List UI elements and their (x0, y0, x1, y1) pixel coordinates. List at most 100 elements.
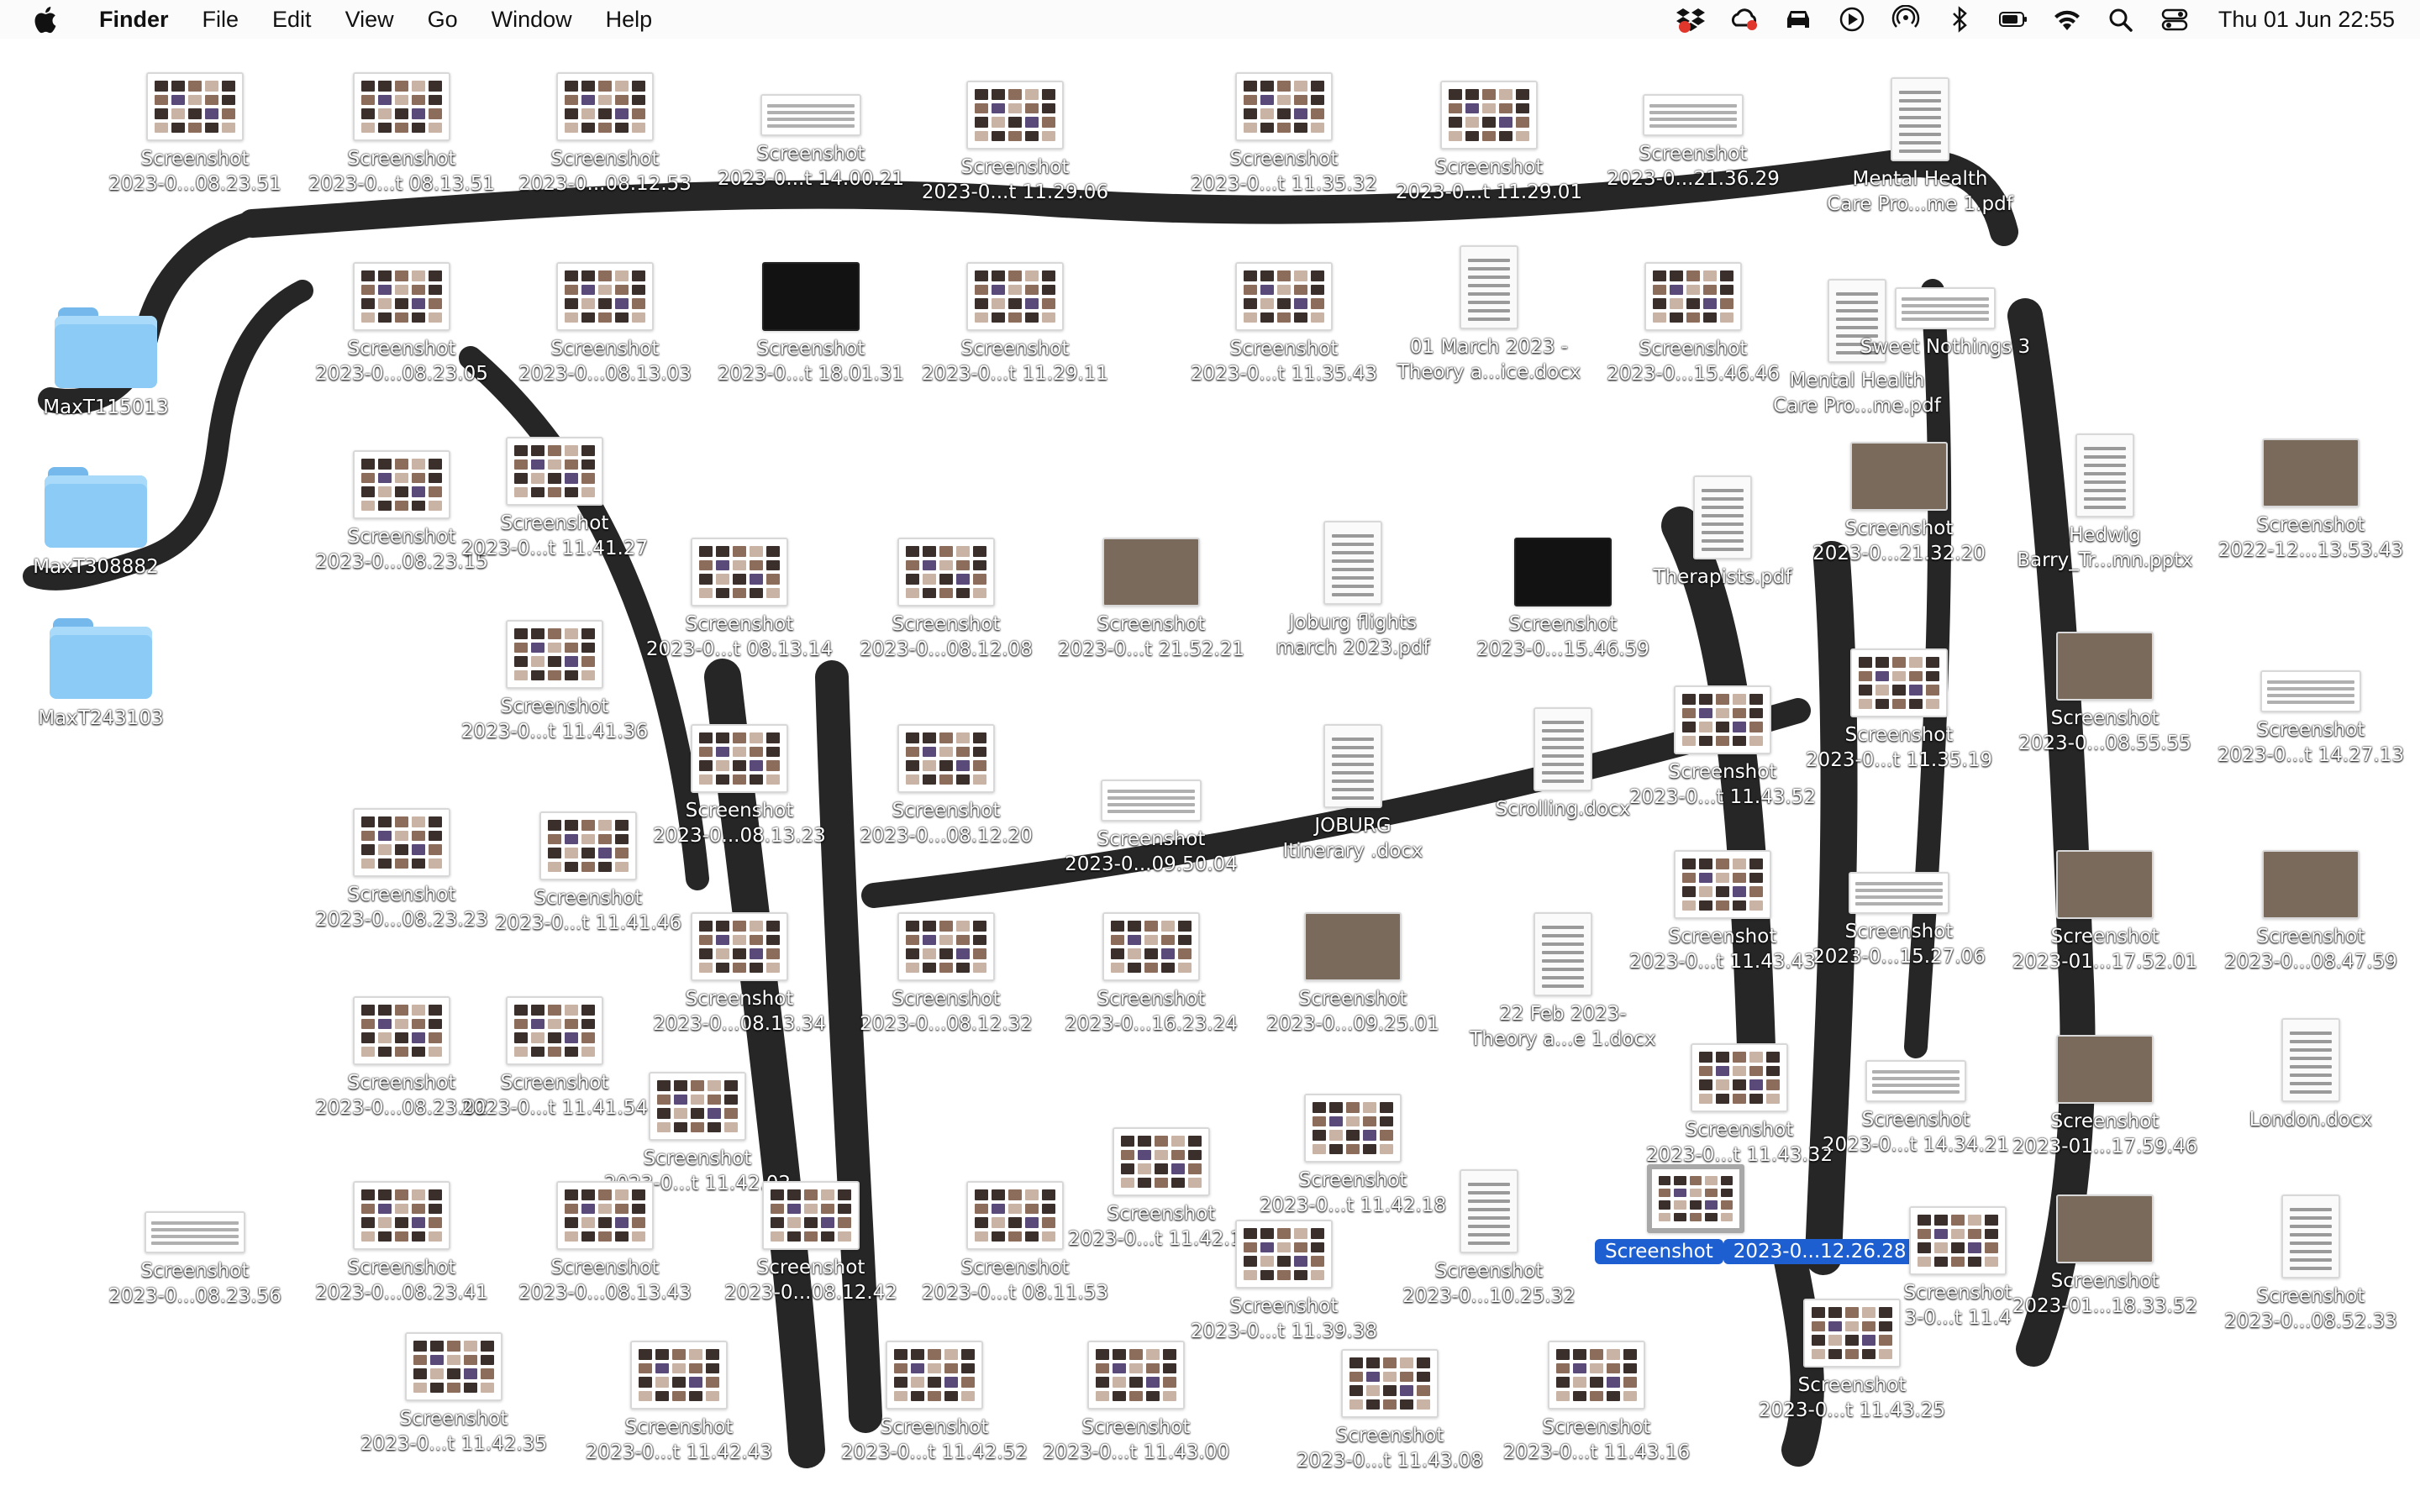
desktop-file[interactable]: Screenshot 2023-01...18.33.52 (2004, 1194, 2206, 1319)
desktop-file[interactable]: Screenshot 2023-01...17.59.46 (2004, 1035, 2206, 1159)
menu-edit[interactable]: Edit (272, 7, 312, 32)
desktop-file[interactable]: Mental Health Care Pro...me.pdf (1756, 279, 1958, 418)
desktop-file[interactable]: Screenshot 2023-0...08.12.32 (845, 912, 1047, 1037)
desktop-file[interactable]: Screenshot 2023-0...t 11.42.52 (834, 1341, 1035, 1465)
menu-help[interactable]: Help (605, 7, 653, 32)
desktop-file[interactable]: Screenshot 2023-0...08.23.02 (301, 996, 502, 1121)
desktop-folder[interactable]: MaxT243103 (0, 618, 202, 731)
desktop-file[interactable]: Screenshot 2023-0...08.12.20 (845, 724, 1047, 848)
desktop-file[interactable]: Screenshot 2022-12...13.53.43 (2210, 438, 2412, 563)
desktop-file[interactable]: Screenshot 2023-0...t 18.01.31 (710, 262, 912, 386)
desktop-file[interactable]: Screenshot 2023-0...t 11.43.00 (1035, 1341, 1237, 1465)
desktop-file[interactable]: London.docx (2210, 1018, 2412, 1132)
desktop-file[interactable]: Screenshot 2023-0...08.12.53 (504, 72, 706, 197)
file-thumbnail-icon (556, 72, 654, 141)
desktop-file[interactable]: Screenshot 2023-0...t 11.43.16 (1496, 1341, 1697, 1465)
desktop-file[interactable]: Screenshot 2023-0...t 11.29.01 (1388, 81, 1590, 205)
desktop-file[interactable]: Screenshot 2023-0...t 14.34.21 (1815, 1047, 2017, 1158)
desktop-file[interactable]: Screenshot 2023-01...17.52.01 (2004, 850, 2206, 974)
dropbox-icon[interactable] (1672, 3, 1709, 35)
desktop-file[interactable]: Screenshot 2023-0...16.23.24 (1050, 912, 1252, 1037)
control-center-icon[interactable] (2156, 3, 2193, 35)
desktop-folder[interactable]: MaxT115013 (5, 307, 207, 420)
desktop-file[interactable]: Screenshot 2023-0...08.55.55 (2004, 632, 2206, 756)
desktop-file[interactable]: Screenshot 2023-0...08.23.05 (301, 262, 502, 386)
desktop-file[interactable]: Screenshot 2023-0...t 08.13.51 (301, 72, 502, 197)
desktop-file[interactable]: Screenshot 2023-0...t 11.35.32 (1183, 72, 1385, 197)
desktop-file[interactable]: Screenshot 2023-0...t 11.35.19 (1798, 648, 2000, 773)
desktop-file[interactable]: Screenshot 2023-0...09.50.04 (1050, 766, 1252, 877)
desktop-file[interactable]: Screenshot 2023-0...12.26.28 (1595, 1164, 1917, 1265)
desktop-file[interactable]: Screenshot 2023-0...t 11.42.02 (597, 1072, 798, 1196)
desktop-file[interactable]: Screenshot 2023-0...t 21.52.21 (1050, 538, 1252, 662)
desktop-file[interactable]: Screenshot 3-0...t 11.4 (1857, 1206, 2059, 1331)
desktop-file[interactable]: Joburg flights march 2023.pdf (1252, 521, 1454, 660)
desktop-file[interactable]: JOBURG Itinerary .docx (1252, 724, 1454, 864)
menu-view[interactable]: View (345, 7, 394, 32)
desktop-file[interactable]: Screenshot 2023-0...08.12.42 (710, 1181, 912, 1305)
desktop-file[interactable]: Screenshot 2023-0...08.12.08 (845, 538, 1047, 662)
desktop-file[interactable]: Screenshot 2023-0...08.23.41 (301, 1181, 502, 1305)
desktop-file[interactable]: Screenshot 2023-0...08.13.43 (504, 1181, 706, 1305)
desktop-file[interactable]: Screenshot 2023-0...t 11.43.08 (1289, 1349, 1491, 1473)
menu-go[interactable]: Go (427, 7, 458, 32)
desktop-file[interactable]: Screenshot 2023-0...15.27.06 (1798, 858, 2000, 969)
desktop-file[interactable]: Screenshot 2023-0...t 11.43.43 (1622, 850, 1823, 974)
menu-bar-clock[interactable]: Thu 01 Jun 22:55 (2217, 6, 2395, 32)
desktop-file[interactable]: Screenshot 2023-0...t 11.43.52 (1622, 685, 1823, 810)
desktop-file[interactable]: Screenshot 2023-0...15.46.59 (1462, 538, 1664, 662)
play-icon[interactable] (1833, 3, 1870, 35)
desktop-file[interactable]: Screenshot 2023-0...21.36.29 (1592, 81, 1794, 192)
desktop-file[interactable]: Hedwig Barry_Tr...mn.pptx (2004, 433, 2206, 573)
desktop-file[interactable]: Screenshot 2023-0...21.32.20 (1798, 442, 2000, 566)
desktop-file[interactable]: Screenshot 2023-0...08.13.23 (639, 724, 840, 848)
desktop-folder[interactable]: MaxT308882 (0, 467, 197, 580)
desktop-file[interactable]: Screenshot 2023-0...t 11.41.36 (454, 620, 655, 744)
desktop-file[interactable]: Screenshot 2023-0...t 11.42.11 (1060, 1127, 1262, 1252)
bluetooth-icon[interactable] (1941, 3, 1978, 35)
desktop-file[interactable]: 22 Feb 2023- Theory a...e 1.docx (1462, 912, 1664, 1052)
desktop-file[interactable]: Therapists.pdf (1622, 475, 1823, 590)
desktop-file[interactable]: Screenshot 2023-0...t 11.29.11 (914, 262, 1116, 386)
desktop-file[interactable]: Screenshot 2023-0...08.13.03 (504, 262, 706, 386)
creative-cloud-icon[interactable] (1726, 3, 1763, 35)
desktop-file[interactable]: Screenshot 2023-0...t 14.27.13 (2210, 657, 2412, 768)
desktop-file[interactable]: 01 March 2023 - Theory a...ice.docx (1388, 245, 1590, 385)
desktop-file[interactable]: Screenshot 2023-0...t 11.41.27 (454, 437, 655, 561)
desktop-file[interactable]: Screenshot 2023-0...t 11.41.54 (454, 996, 655, 1121)
desktop-file[interactable]: Screenshot 2023-0...09.25.01 (1252, 912, 1454, 1037)
desktop-file[interactable]: Screenshot 2023-0...08.52.33 (2210, 1194, 2412, 1334)
apple-menu-icon[interactable] (27, 0, 66, 39)
desktop-file[interactable]: Sweet Nothings 3 (1844, 274, 2046, 360)
desktop-file[interactable]: Screenshot 2023-0...t 11.29.06 (914, 81, 1116, 205)
desktop-file[interactable]: Screenshot 2023-0...t 14.00.21 (710, 81, 912, 192)
desktop-file[interactable]: Screenshot 2023-0...t 11.39.38 (1183, 1220, 1385, 1344)
desktop-file[interactable]: Screenshot 2023-0...08.23.51 (94, 72, 296, 197)
desktop-file[interactable]: Screenshot 2023-0...15.46.46 (1592, 262, 1794, 386)
desktop-file[interactable]: Screenshot 2023-0...t 11.35.43 (1183, 262, 1385, 386)
desktop-file[interactable]: Screenshot 2023-0...t 11.43.32 (1639, 1043, 1840, 1168)
menu-finder[interactable]: Finder (99, 7, 169, 32)
desktop-file[interactable]: Screenshot 2023-0...t 08.11.53 (914, 1181, 1116, 1305)
desktop-file[interactable]: Scrolling.docx (1462, 707, 1664, 822)
desktop-file[interactable]: Screenshot 2023-0...t 08.13.14 (639, 538, 840, 662)
desktop-file[interactable]: Screenshot 2023-0...08.23.23 (301, 808, 502, 932)
desktop-file[interactable]: Screenshot 2023-0...08.13.34 (639, 912, 840, 1037)
desktop[interactable]: Screenshot 2023-0...08.23.51 Screenshot 202… (0, 39, 2420, 1512)
desktop-file[interactable]: Screenshot 2023-0...08.23.56 (94, 1198, 296, 1309)
desktop-file[interactable]: Screenshot 2023-0...08.47.59 (2210, 850, 2412, 974)
desktop-file[interactable]: Screenshot 2023-0...t 11.41.46 (487, 811, 689, 936)
spotlight-search-icon[interactable] (2102, 3, 2139, 35)
desktop-file[interactable]: Screenshot 2023-0...10.25.32 (1388, 1169, 1590, 1309)
car-icon[interactable] (1780, 3, 1817, 35)
desktop-file[interactable]: Screenshot 2023-0...t 11.43.25 (1751, 1299, 1953, 1423)
desktop-file[interactable]: Screenshot 2023-0...t 11.42.18 (1252, 1094, 1454, 1218)
menu-file[interactable]: File (202, 7, 239, 32)
desktop-file[interactable]: Screenshot 2023-0...t 11.42.35 (353, 1332, 555, 1457)
menu-window[interactable]: Window (491, 7, 572, 32)
airdrop-icon[interactable] (1887, 3, 1924, 35)
wifi-icon[interactable] (2049, 3, 2086, 35)
desktop-file[interactable]: Mental Health Care Pro...me 1.pdf (1819, 77, 2021, 217)
desktop-file[interactable]: Screenshot 2023-0...08.23.15 (301, 450, 502, 575)
desktop-file[interactable]: Screenshot 2023-0...t 11.42.43 (578, 1341, 780, 1465)
